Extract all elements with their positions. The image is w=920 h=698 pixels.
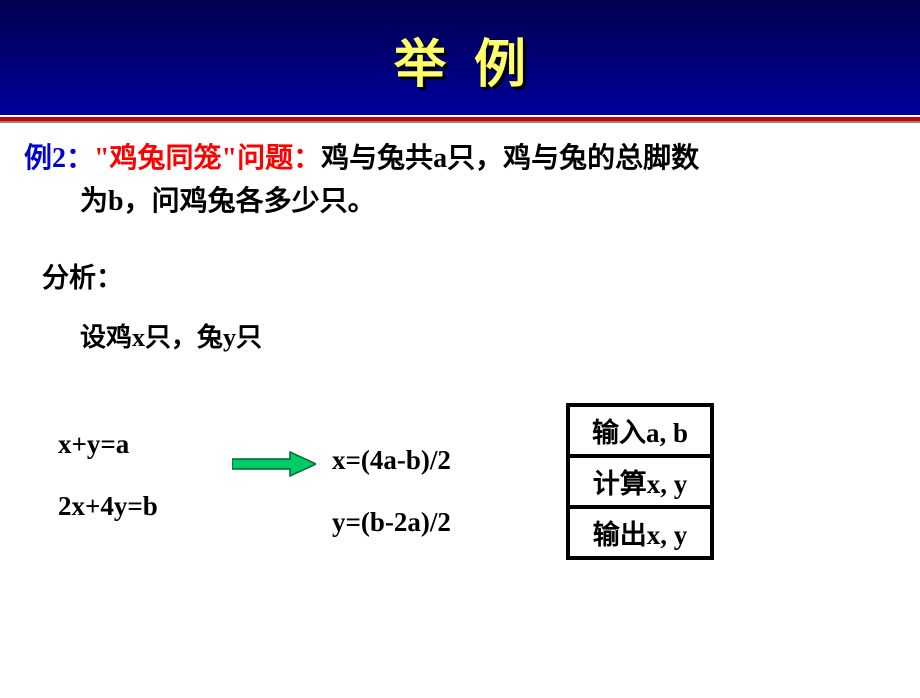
divider-bar [0,115,920,123]
arrow-icon [232,451,316,482]
step-1: 输入a, b [568,405,712,456]
example-line-2: 为b，问鸡兔各多少只。 [24,180,896,223]
content-area: 例2："鸡兔同笼"问题：鸡与兔共a只，鸡与兔的总脚数 为b，问鸡兔各多少只。 分… [0,123,920,698]
eq-left-1: x+y=a [58,413,158,475]
title-area: 举例 [0,0,920,115]
example-line-1: 例2："鸡兔同笼"问题：鸡与兔共a只，鸡与兔的总脚数 [24,137,896,180]
equations-right: x=(4a-b)/2 y=(b-2a)/2 [332,429,451,553]
eq-left-2: 2x+4y=b [58,475,158,537]
eq-right-2: y=(b-2a)/2 [332,491,451,553]
eq-right-1: x=(4a-b)/2 [332,429,451,491]
equations-left: x+y=a 2x+4y=b [58,413,158,537]
step-2: 计算x, y [568,456,712,507]
example-quoted: "鸡兔同笼"问题： [94,143,321,174]
analysis-heading: 分析： [42,256,896,295]
step-3: 输出x, y [568,507,712,558]
analysis-setup: 设鸡x只，兔y只 [80,317,896,354]
slide-title: 举例 [0,22,920,97]
example-label: 例2： [24,143,94,174]
steps-table: 输入a, b 计算x, y 输出x, y [566,403,714,560]
example-rest-1: 鸡与兔共a只，鸡与兔的总脚数 [321,143,699,174]
